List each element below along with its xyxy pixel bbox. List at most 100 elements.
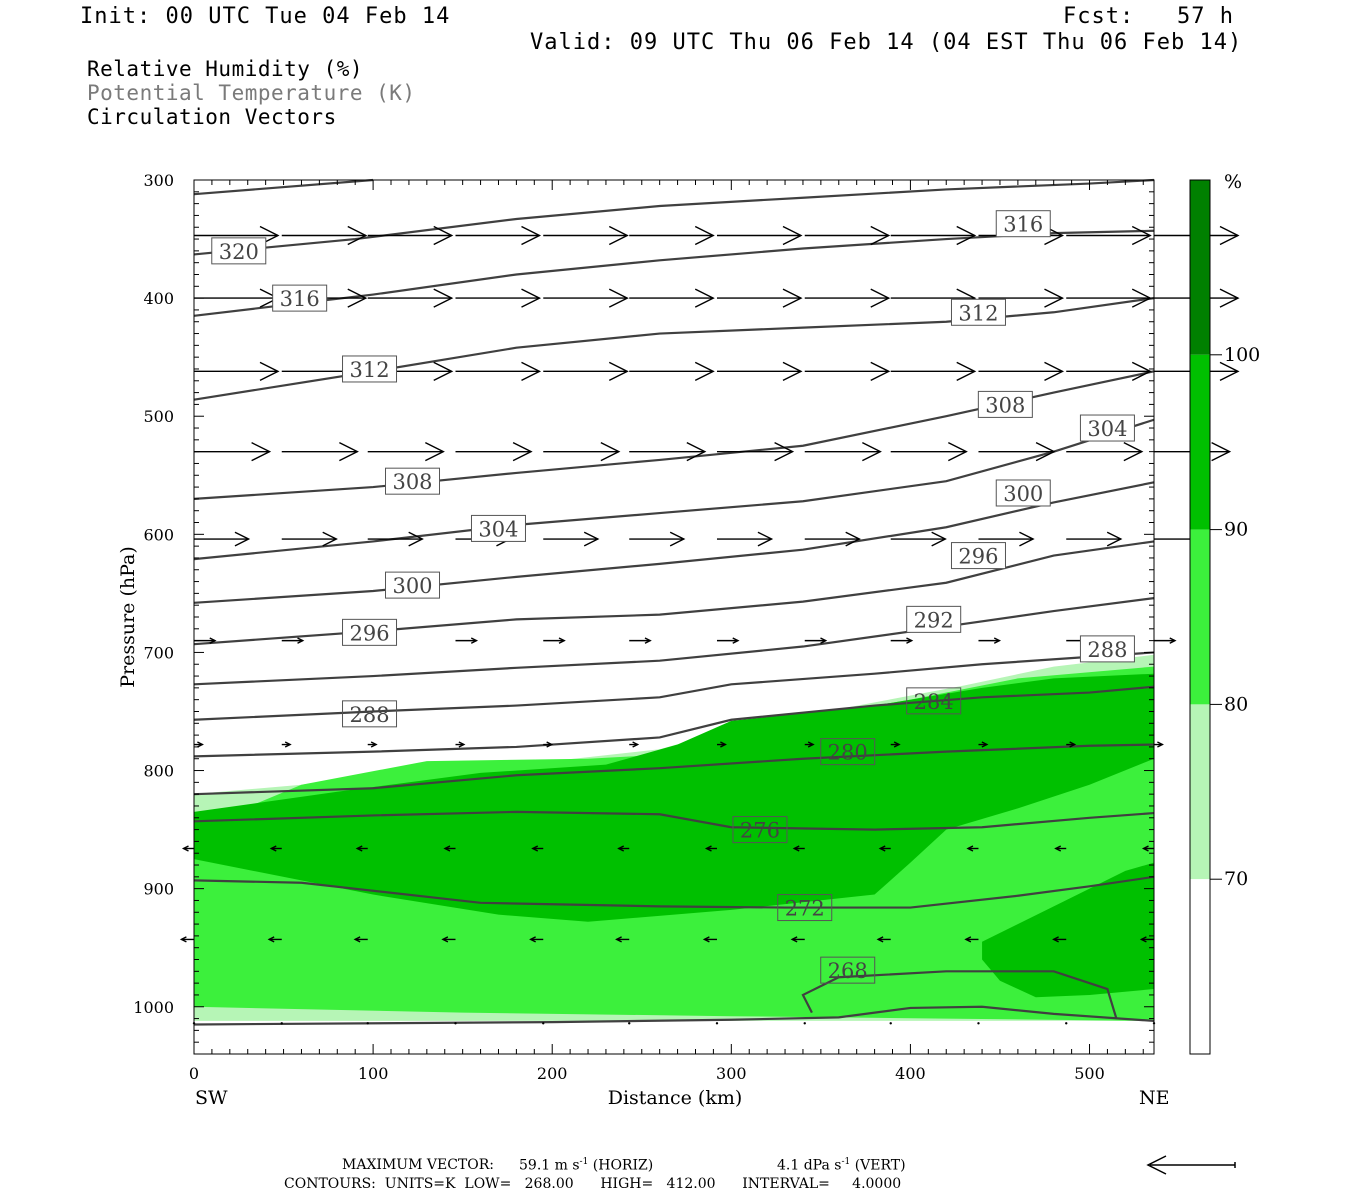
contour-label-box xyxy=(272,284,328,312)
y-tick-label: 600 xyxy=(143,525,174,544)
vector-head xyxy=(251,442,272,462)
contour-label-284: 284 xyxy=(906,687,962,715)
theta-contour-276 xyxy=(193,810,1155,831)
y-tick-label: 300 xyxy=(143,171,174,190)
y-tick-label: 700 xyxy=(143,643,174,662)
contour-label-316: 316 xyxy=(272,284,328,312)
contour-label-304: 304 xyxy=(470,514,526,542)
vector-head xyxy=(870,288,891,308)
legend-relative-humidity: Relative Humidity (%) xyxy=(87,57,364,81)
contour-label-text: 316 xyxy=(1003,213,1043,237)
vector-stub xyxy=(542,1022,545,1025)
circulation-vector xyxy=(367,442,445,462)
contour-label-box xyxy=(950,298,1006,326)
x-tick-label: 500 xyxy=(1074,1064,1105,1083)
contour-label-text: 300 xyxy=(1003,482,1043,506)
vector-head xyxy=(181,845,189,852)
contour-label-box xyxy=(820,956,876,984)
circulation-vector xyxy=(194,741,204,748)
circulation-vector xyxy=(978,442,1056,462)
circulation-vector xyxy=(702,936,717,943)
vector-head xyxy=(529,936,536,943)
circulation-vector xyxy=(1052,936,1067,943)
vector-head xyxy=(931,531,947,547)
circulation-vector-layer xyxy=(179,225,1240,1025)
contour-label-text: 288 xyxy=(349,703,389,727)
contour-label-layer: 3203163163123123083083043043003002962962… xyxy=(211,210,1135,984)
circulation-vector xyxy=(455,741,466,748)
contour-label-box xyxy=(906,687,962,715)
vector-head xyxy=(1219,361,1240,381)
x-tick-label: 300 xyxy=(716,1064,747,1083)
vector-head xyxy=(234,531,251,547)
max-vector-arrow xyxy=(1146,1155,1236,1175)
circulation-vector xyxy=(455,361,542,381)
contour-label-text: 304 xyxy=(478,517,518,541)
vector-head xyxy=(347,225,368,246)
vector-head xyxy=(694,361,715,381)
colorbar-segment xyxy=(1190,704,1210,880)
circulation-vector xyxy=(1154,741,1164,748)
vector-head xyxy=(600,442,621,462)
circulation-vector xyxy=(617,845,630,852)
vector-stub xyxy=(889,1022,892,1025)
circulation-vector xyxy=(355,845,368,852)
circulation-vector xyxy=(804,288,891,308)
contour-label-box xyxy=(385,571,441,599)
contour-label-272: 272 xyxy=(777,894,833,922)
vector-head xyxy=(906,637,914,644)
max-vert-exponent: -1 xyxy=(841,1157,851,1167)
vector-head xyxy=(878,845,886,852)
vector-head xyxy=(1035,442,1056,462)
contour-label-308: 308 xyxy=(977,390,1033,418)
contour-label-box xyxy=(211,237,267,265)
vector-head xyxy=(458,741,466,748)
vector-stub xyxy=(803,1022,806,1025)
colorbar-frame xyxy=(1189,179,1211,1055)
circulation-vector xyxy=(366,1022,369,1025)
circulation-vector xyxy=(615,936,630,943)
vector-head xyxy=(1019,531,1035,547)
circulation-vector xyxy=(716,442,795,462)
circulation-vector xyxy=(543,741,554,748)
theta-contour-268 xyxy=(801,970,1118,1019)
circulation-vector xyxy=(803,1022,806,1025)
vector-head xyxy=(512,442,533,462)
circulation-vector xyxy=(716,531,774,547)
contour-label-box xyxy=(995,210,1051,238)
vector-head xyxy=(179,936,187,943)
contour-label-288: 288 xyxy=(342,700,398,728)
vector-head xyxy=(1131,225,1152,246)
vector-head xyxy=(1052,936,1059,943)
vector-head xyxy=(1139,936,1147,943)
forecast-hour: Fcst: 57 h xyxy=(1063,4,1234,29)
circulation-vector xyxy=(629,637,652,644)
vector-head xyxy=(521,225,542,246)
colorbar-segment xyxy=(1190,354,1210,530)
vector-head xyxy=(732,637,740,644)
vector-head xyxy=(632,741,640,748)
circulation-vector xyxy=(281,637,305,644)
vector-head xyxy=(981,741,989,748)
contour-label-text: 276 xyxy=(740,819,780,843)
valid-time: Valid: 09 UTC Thu 06 Feb 14 (04 EST Thu … xyxy=(530,30,1243,55)
circulation-vector xyxy=(543,442,621,462)
colorbar-segment xyxy=(1190,529,1210,705)
vector-head xyxy=(956,225,977,246)
vector-head xyxy=(433,225,454,246)
vector-head xyxy=(583,531,600,547)
max-horiz-exponent: -1 xyxy=(579,1157,589,1167)
contour-label-text: 272 xyxy=(785,897,825,921)
vector-head xyxy=(284,741,292,748)
circulation-vector xyxy=(194,361,280,381)
circulation-vector xyxy=(543,225,629,246)
max-horiz-unit: (HORIZ) xyxy=(592,1157,654,1174)
vector-head xyxy=(408,531,424,547)
circulation-vector xyxy=(543,637,566,644)
circulation-vector xyxy=(281,442,359,462)
vector-head xyxy=(267,936,275,943)
circulation-vector xyxy=(629,741,640,748)
rh-region-90-100 xyxy=(982,862,1154,998)
vector-head xyxy=(615,936,622,943)
x-axis-label: Distance (km) xyxy=(608,1087,743,1109)
